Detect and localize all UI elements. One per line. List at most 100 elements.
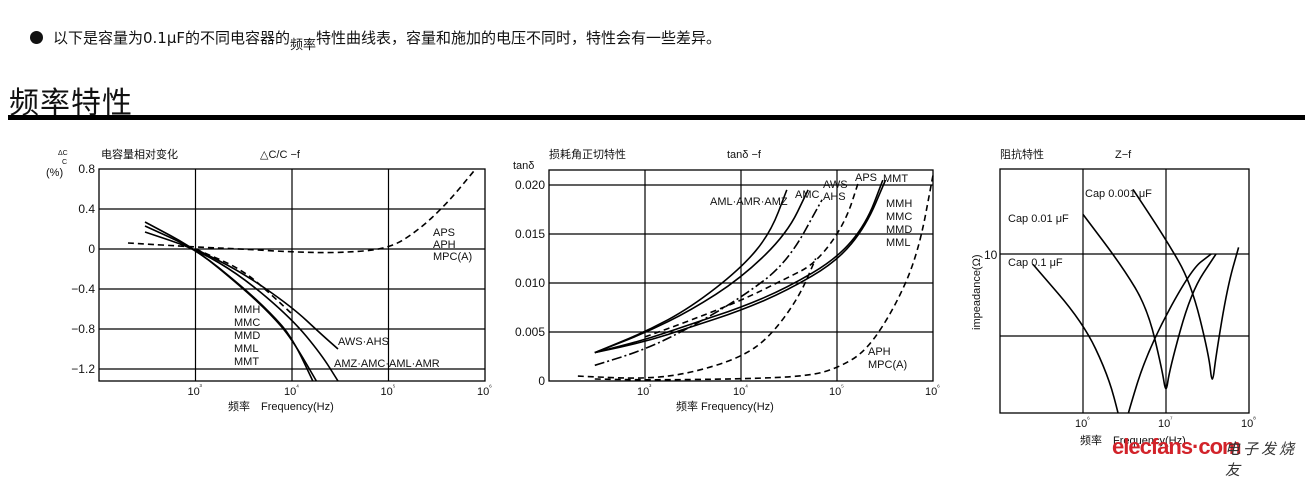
series-annotation: AWS·AHS bbox=[338, 336, 389, 348]
y-axis-label: impeadance(Ω) bbox=[971, 255, 983, 330]
y-axis-label: C bbox=[62, 159, 67, 166]
x-tick-exponent: ⁴ bbox=[296, 384, 299, 391]
y-tick-label: 0.020 bbox=[515, 178, 545, 192]
x-tick-exponent: ⁶ bbox=[489, 384, 492, 391]
series-annotation: MML bbox=[234, 343, 258, 355]
series-line bbox=[195, 248, 339, 350]
intro-text-before: 以下是容量为0.1μF的不同电容器的 bbox=[53, 29, 291, 47]
series-annotation: MMH bbox=[234, 304, 260, 316]
series-annotation: MMC bbox=[234, 317, 260, 329]
intro-text-sub: 频率 bbox=[290, 38, 317, 53]
series-annotation: tanδ bbox=[513, 160, 534, 172]
y-tick-label: 0.005 bbox=[515, 325, 545, 339]
x-tick-exponent: ⁶ bbox=[937, 384, 940, 391]
y-tick-label: −1.2 bbox=[71, 362, 95, 376]
chart-title: 阻抗特性 bbox=[1000, 147, 1044, 161]
x-tick-label: 10 bbox=[188, 386, 200, 398]
bullet-icon bbox=[30, 31, 43, 44]
series-line bbox=[594, 175, 934, 381]
series-line bbox=[1132, 188, 1240, 380]
watermark-logo: elecfans·com bbox=[1112, 434, 1242, 459]
y-tick-label: −0.4 bbox=[71, 282, 95, 296]
series-annotation: MMT bbox=[234, 356, 259, 368]
series-line bbox=[127, 168, 477, 254]
series-annotation: MMD bbox=[234, 330, 260, 342]
y-tick-label: 0 bbox=[88, 242, 95, 256]
intro-sentence: 以下是容量为0.1μF的不同电容器的频率特性曲线表，容量和施加的电压不同时，特性… bbox=[30, 27, 721, 53]
series-annotation: APS bbox=[433, 227, 455, 239]
series-annotation: MMH bbox=[886, 198, 912, 210]
series-annotation: MMD bbox=[886, 224, 912, 236]
x-axis-label: 频率 Frequency(Hz) bbox=[228, 399, 334, 413]
x-tick-label: 10 bbox=[829, 386, 841, 398]
x-tick-label: 10 bbox=[1075, 418, 1087, 430]
series-line bbox=[577, 258, 817, 379]
x-tick-exponent: ⁶ bbox=[1087, 416, 1090, 423]
x-tick-label: 10 bbox=[637, 386, 649, 398]
series-annotation: APH bbox=[868, 346, 891, 358]
series-annotation: APS bbox=[855, 172, 877, 184]
y-tick-label: −0.8 bbox=[71, 322, 95, 336]
chart-subtitle: tanδ −f bbox=[727, 149, 762, 161]
x-tick-label: 10 bbox=[733, 386, 745, 398]
series-line bbox=[1032, 253, 1212, 413]
series-annotation: AMZ·AMC·AML·AMR bbox=[334, 358, 440, 370]
intro-text-after: 特性曲线表，容量和施加的电压不同时，特性会有一些差异。 bbox=[316, 29, 722, 47]
y-tick-label: 0.8 bbox=[78, 162, 95, 176]
x-tick-label: 10 bbox=[1241, 418, 1253, 430]
series-line bbox=[594, 179, 887, 354]
series-line bbox=[144, 231, 339, 381]
y-tick-label: 0.4 bbox=[78, 202, 95, 216]
series-annotation: Cap 0.1 μF bbox=[1008, 257, 1063, 269]
y-axis-unit: (%) bbox=[46, 167, 63, 179]
series-line bbox=[594, 189, 788, 354]
x-tick-label: 10 bbox=[284, 386, 296, 398]
series-line bbox=[594, 199, 823, 367]
y-tick-label: 10 bbox=[984, 248, 998, 262]
series-line bbox=[195, 248, 293, 315]
series-annotation: MMC bbox=[886, 211, 912, 223]
series-line bbox=[144, 221, 318, 381]
x-tick-label: 10 bbox=[925, 386, 937, 398]
chart-title: 损耗角正切特性 bbox=[549, 147, 626, 161]
x-axis-label: 频率 Frequency(Hz) bbox=[1080, 433, 1186, 447]
section-divider bbox=[8, 115, 1305, 120]
x-tick-label: 10 bbox=[381, 386, 393, 398]
y-axis-label: ΔC bbox=[58, 150, 68, 157]
series-annotation: MPC(A) bbox=[868, 359, 907, 371]
x-tick-exponent: ⁵ bbox=[393, 384, 396, 391]
chart-subtitle: △C/C −f bbox=[260, 149, 301, 161]
watermark-cn: 电子发烧友 bbox=[1225, 440, 1298, 479]
x-tick-exponent: ⁵ bbox=[841, 384, 844, 391]
series-annotation: MMT bbox=[883, 173, 908, 185]
plot-frame bbox=[999, 168, 1250, 414]
series-annotation: APH bbox=[433, 239, 456, 251]
series-line bbox=[644, 179, 860, 338]
x-tick-exponent: ⁸ bbox=[1253, 416, 1256, 423]
series-annotation: AML·AMR·AMZ bbox=[710, 196, 788, 208]
series-annotation: AWS bbox=[823, 179, 848, 191]
x-tick-exponent: ⁴ bbox=[745, 384, 748, 391]
series-annotation: Cap 0.01 μF bbox=[1008, 213, 1069, 225]
series-line bbox=[1082, 213, 1217, 390]
y-tick-label: 0.010 bbox=[515, 276, 545, 290]
x-tick-exponent: ³ bbox=[649, 384, 652, 391]
chart-subtitle: Z−f bbox=[1115, 149, 1132, 161]
series-annotation: AMC bbox=[795, 189, 820, 201]
series-line bbox=[594, 189, 809, 354]
charts-canvas: 0.80.40−0.4−0.8−1.210 ³ 10 ⁴ 10 ⁵ 10 ⁶APSAPHMPC… bbox=[46, 147, 1256, 447]
chart-1: 0.80.40−0.4−0.8−1.210 ³ 10 ⁴ 10 ⁵ 10 ⁶APSAPHMPC… bbox=[71, 147, 492, 413]
chart-title: 电容量相对变化 bbox=[101, 147, 178, 161]
y-tick-label: 0.015 bbox=[515, 227, 545, 241]
x-tick-label: 10 bbox=[1158, 418, 1170, 430]
x-tick-exponent: ³ bbox=[200, 384, 203, 391]
x-axis-label: 频率 Frequency(Hz) bbox=[676, 399, 774, 413]
series-annotation: Cap 0.001 μF bbox=[1085, 188, 1152, 200]
y-tick-label: 0 bbox=[538, 374, 545, 388]
series-line bbox=[594, 179, 884, 354]
series-line bbox=[144, 225, 314, 381]
series-annotation: MML bbox=[886, 237, 910, 249]
x-tick-label: 10 bbox=[477, 386, 489, 398]
